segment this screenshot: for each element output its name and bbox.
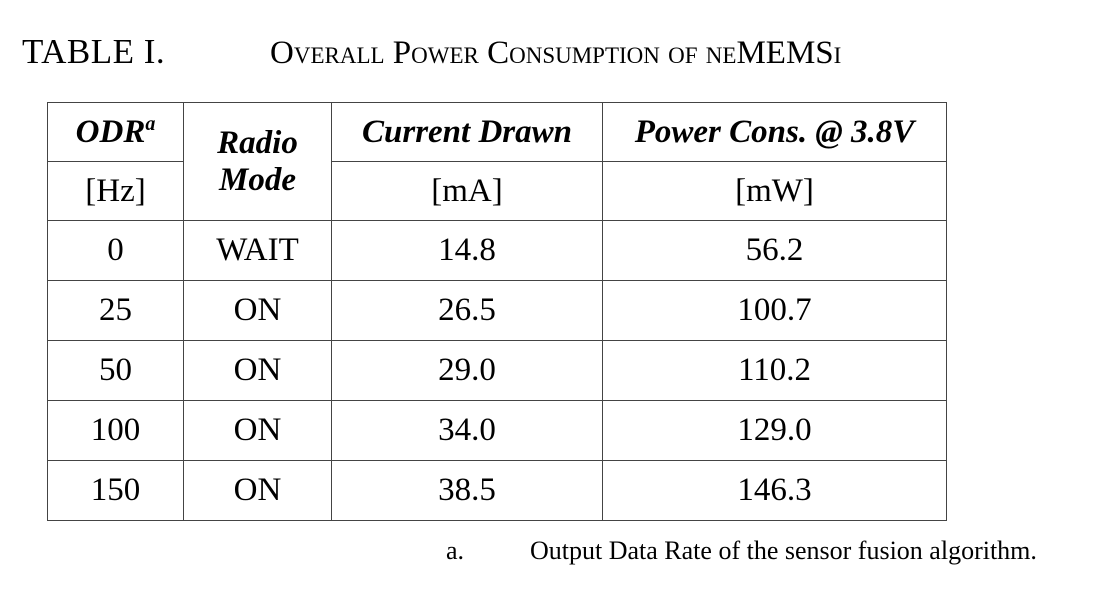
cell-power: 129.0 (602, 400, 947, 461)
footnote-mark: a. (446, 536, 465, 565)
header-power: Power Cons. @ 3.8V (602, 102, 947, 162)
power-consumption-table: ODRa Radio Mode Current Drawn Power Cons.… (47, 102, 947, 521)
cell-radio: ON (183, 340, 332, 401)
cell-current: 29.0 (331, 340, 603, 401)
cell-odr: 0 (47, 220, 184, 281)
table-title: Overall Power Consumption of neMEMSi (270, 35, 842, 71)
table-label: TABLE I. (22, 32, 166, 71)
cell-radio: ON (183, 280, 332, 341)
unit-power: [mW] (602, 161, 947, 221)
unit-current: [mA] (331, 161, 603, 221)
cell-power: 56.2 (602, 220, 947, 281)
cell-odr: 25 (47, 280, 184, 341)
cell-current: 26.5 (331, 280, 603, 341)
header-radio-line2: Mode (219, 161, 296, 198)
header-odr: ODRa (47, 102, 184, 162)
unit-odr: [Hz] (47, 161, 184, 221)
cell-current: 14.8 (331, 220, 603, 281)
header-odr-label: ODR (75, 113, 146, 150)
header-radio-line1: Radio (217, 124, 298, 161)
table-row: 0 WAIT 14.8 56.2 (47, 220, 947, 281)
table-row: 150 ON 38.5 146.3 (47, 460, 947, 521)
table-row: 25 ON 26.5 100.7 (47, 280, 947, 341)
footnote-text: Output Data Rate of the sensor fusion al… (530, 536, 1037, 565)
cell-radio: ON (183, 400, 332, 461)
cell-current: 38.5 (331, 460, 603, 521)
cell-odr: 50 (47, 340, 184, 401)
cell-power: 146.3 (602, 460, 947, 521)
cell-power: 100.7 (602, 280, 947, 341)
header-radio-mode: Radio Mode (183, 102, 332, 221)
header-row: ODRa Radio Mode Current Drawn Power Cons.… (47, 102, 947, 221)
table-row: 50 ON 29.0 110.2 (47, 340, 947, 401)
cell-odr: 100 (47, 400, 184, 461)
cell-power: 110.2 (602, 340, 947, 401)
header-current: Current Drawn (331, 102, 603, 162)
cell-radio: ON (183, 460, 332, 521)
cell-odr: 150 (47, 460, 184, 521)
footnote-ref: a (145, 112, 156, 135)
units-row: [Hz] [mA] [mW] (47, 161, 947, 221)
cell-radio: WAIT (183, 220, 332, 281)
cell-current: 34.0 (331, 400, 603, 461)
table-row: 100 ON 34.0 129.0 (47, 400, 947, 461)
